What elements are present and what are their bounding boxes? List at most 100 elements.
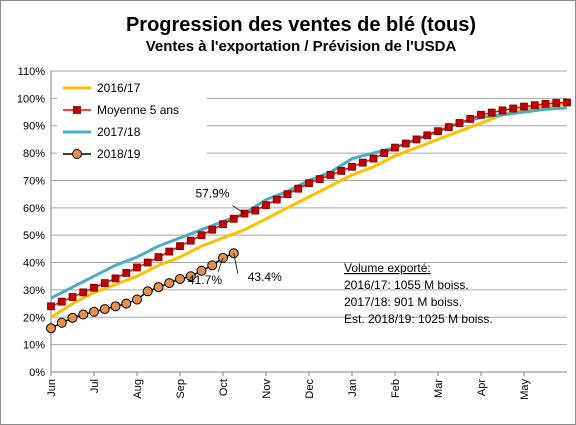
data-point-moyenne-5-ans <box>283 190 292 199</box>
data-point-moyenne-5-ans <box>154 253 163 261</box>
data-point-moyenne-5-ans <box>208 225 217 234</box>
x-tick-label: Oct <box>218 379 230 396</box>
data-point-2018-19 <box>132 294 142 305</box>
data-point-moyenne-5-ans <box>434 127 442 136</box>
y-tick-label: 30% <box>23 285 45 297</box>
data-point-moyenne-5-ans <box>444 123 453 131</box>
y-tick-label: 60% <box>23 203 45 215</box>
data-point-moyenne-5-ans <box>337 166 346 175</box>
data-point-moyenne-5-ans <box>229 214 238 223</box>
data-point-2018-19 <box>89 306 99 317</box>
textbox-line: 2017/18: 901 M boiss. <box>344 295 462 309</box>
data-point-moyenne-5-ans <box>262 201 270 209</box>
data-point-moyenne-5-ans <box>326 171 335 179</box>
y-tick-label: 50% <box>23 230 45 242</box>
data-point-moyenne-5-ans <box>358 158 367 167</box>
data-point-moyenne-5-ans <box>423 131 432 140</box>
textbox-line: Est. 2018/19: 1025 M boiss. <box>344 312 493 326</box>
data-point-2018-19 <box>164 278 175 289</box>
data-point-moyenne-5-ans <box>219 220 227 229</box>
data-point-2018-19 <box>46 323 56 334</box>
data-point-moyenne-5-ans <box>122 269 131 277</box>
x-tick-label: Dec <box>304 379 316 399</box>
data-point-moyenne-5-ans <box>455 119 464 127</box>
legend-label: Moyenne 5 ans <box>97 103 179 117</box>
data-point-moyenne-5-ans <box>165 247 174 256</box>
data-point-moyenne-5-ans <box>401 139 410 148</box>
data-point-2018-19 <box>99 304 110 315</box>
x-tick-label: Jul <box>89 379 101 393</box>
y-tick-label: 40% <box>23 258 45 270</box>
chart-title: Progression des ventes de blé (tous) <box>126 14 476 36</box>
y-tick-label: 20% <box>23 312 45 324</box>
data-point-moyenne-5-ans <box>412 135 421 144</box>
chart-subtitle: Ventes à l'exportation / Prévision de l'… <box>146 38 457 55</box>
textbox-title: Volume exporté: <box>344 261 431 275</box>
data-point-moyenne-5-ans <box>57 297 66 306</box>
data-point-moyenne-5-ans <box>197 231 206 240</box>
data-point-2018-19 <box>56 317 67 328</box>
data-point-moyenne-5-ans <box>477 110 485 119</box>
data-point-moyenne-5-ans <box>563 98 571 107</box>
data-point-moyenne-5-ans <box>487 108 496 117</box>
data-point-moyenne-5-ans <box>294 184 303 193</box>
annotation-leader <box>233 253 239 274</box>
legend-label: 2017/18 <box>97 125 141 139</box>
data-point-moyenne-5-ans <box>315 175 324 183</box>
x-tick-label: Apr <box>476 379 488 396</box>
data-point-moyenne-5-ans <box>90 283 98 292</box>
y-tick-label: 70% <box>23 175 45 187</box>
data-point-2018-19 <box>110 301 121 312</box>
data-point-moyenne-5-ans <box>466 114 475 123</box>
annotation-leader <box>232 205 245 214</box>
data-point-moyenne-5-ans <box>143 258 152 267</box>
data-point-moyenne-5-ans <box>100 279 109 287</box>
data-point-moyenne-5-ans <box>305 179 313 188</box>
data-point-2018-19 <box>121 298 132 309</box>
y-tick-label: 90% <box>23 121 45 133</box>
data-point-moyenne-5-ans <box>68 293 77 301</box>
legend-label: 2018/19 <box>97 147 141 161</box>
data-point-2018-19 <box>207 260 218 271</box>
data-point-moyenne-5-ans <box>541 99 550 108</box>
data-point-2018-19 <box>142 286 153 297</box>
x-tick-label: Mar <box>433 379 445 398</box>
x-tick-label: Feb <box>390 379 402 398</box>
data-point-2018-19 <box>185 271 196 282</box>
data-label: 41.7% <box>188 273 222 287</box>
x-tick-label: Aug <box>132 379 144 399</box>
data-point-moyenne-5-ans <box>530 101 539 110</box>
data-point-moyenne-5-ans <box>520 102 528 111</box>
data-point-moyenne-5-ans <box>369 154 378 163</box>
x-axis-ticks: Jun Jul Aug Sep Oct Nov Dec Jan Feb Mar Apr May <box>46 372 531 400</box>
data-point-moyenne-5-ans <box>380 149 389 157</box>
x-tick-label: Jan <box>347 379 359 397</box>
data-point-moyenne-5-ans <box>348 162 356 171</box>
legend-marker <box>72 149 82 159</box>
export-volume-textbox: Volume exporté: 2016/17: 1055 M boiss. 2… <box>344 261 493 326</box>
x-tick-label: Jun <box>46 379 58 397</box>
data-point-moyenne-5-ans <box>47 302 55 311</box>
data-point-moyenne-5-ans <box>133 263 141 272</box>
data-point-2018-19 <box>153 282 164 293</box>
annotations: 57.9% 41.7% 43.4% <box>188 187 282 287</box>
legend: 2016/17 Moyenne 5 ans 2017/18 2018/19 <box>57 77 207 169</box>
y-tick-label: 100% <box>17 93 45 105</box>
data-point-moyenne-5-ans <box>176 242 184 251</box>
legend-marker <box>73 106 81 114</box>
data-point-moyenne-5-ans <box>111 274 120 283</box>
y-tick-label: 10% <box>23 340 45 352</box>
data-point-moyenne-5-ans <box>509 104 518 113</box>
data-label: 43.4% <box>248 270 282 284</box>
y-tick-label: 0% <box>29 367 45 379</box>
data-point-moyenne-5-ans <box>498 106 507 115</box>
legend-label: 2016/17 <box>97 81 141 95</box>
data-point-moyenne-5-ans <box>251 206 260 215</box>
data-point-2018-19 <box>67 312 78 323</box>
data-point-moyenne-5-ans <box>79 288 88 297</box>
y-tick-label: 80% <box>23 148 45 160</box>
data-point-2018-19 <box>175 273 185 284</box>
data-point-moyenne-5-ans <box>552 99 561 107</box>
